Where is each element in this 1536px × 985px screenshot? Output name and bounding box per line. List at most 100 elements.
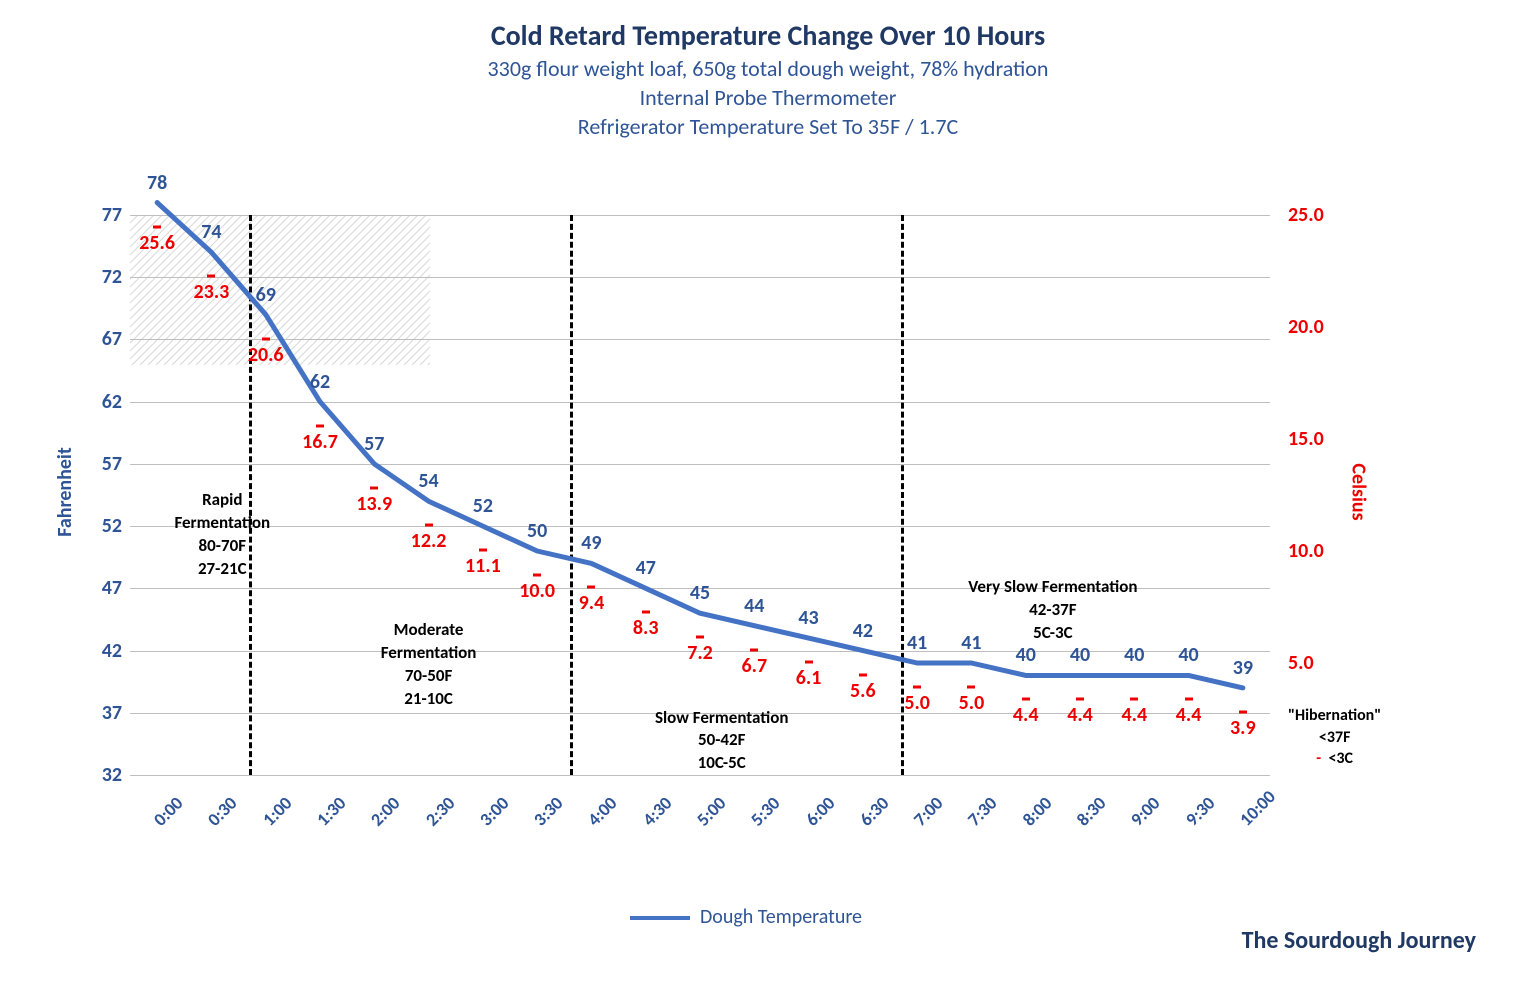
x-tick: 4:00 (583, 792, 621, 830)
celsius-label: 6.1 (796, 666, 822, 690)
celsius-marker (750, 648, 758, 651)
y-left-tick: 37 (72, 701, 122, 725)
celsius-marker (533, 574, 541, 577)
fahrenheit-label: 69 (256, 283, 276, 307)
celsius-label: 25.6 (139, 231, 175, 255)
celsius-marker (859, 673, 867, 676)
celsius-label: 4.4 (1121, 703, 1147, 727)
celsius-marker (913, 686, 921, 689)
celsius-label: 4.4 (1067, 703, 1093, 727)
title-block: Cold Retard Temperature Change Over 10 H… (0, 0, 1536, 140)
zone-annotation: Slow Fermentation50-42F10C-5C (655, 707, 789, 776)
celsius-label: 9.4 (579, 591, 605, 615)
x-tick: 8:30 (1072, 792, 1110, 830)
celsius-marker (1022, 698, 1030, 701)
line-series (130, 215, 1270, 775)
celsius-marker (1076, 698, 1084, 701)
chart-title: Cold Retard Temperature Change Over 10 H… (0, 18, 1536, 53)
celsius-marker (479, 549, 487, 552)
y-left-tick: 72 (72, 265, 122, 289)
x-tick: 3:00 (475, 792, 513, 830)
y-right-tick: 25.0 (1288, 203, 1348, 227)
x-tick: 3:30 (529, 792, 567, 830)
fahrenheit-label: 78 (147, 171, 167, 195)
x-tick: 9:00 (1126, 792, 1164, 830)
celsius-label: 5.0 (959, 691, 985, 715)
hibernation-annotation: "Hibernation"<37F- <3C (1288, 705, 1381, 770)
x-tick: 6:00 (801, 792, 839, 830)
fahrenheit-label: 52 (473, 494, 493, 518)
legend: Dough Temperature (630, 905, 862, 929)
chart-subtitle-2: Internal Probe Thermometer (0, 84, 1536, 111)
celsius-marker (370, 486, 378, 489)
x-tick: 7:00 (909, 792, 947, 830)
x-tick: 5:30 (746, 792, 784, 830)
fahrenheit-label: 62 (310, 370, 330, 394)
celsius-marker (1185, 698, 1193, 701)
celsius-marker (153, 225, 161, 228)
y-left-tick: 77 (72, 203, 122, 227)
y-right-tick: 15.0 (1288, 427, 1348, 451)
fahrenheit-label: 40 (1124, 643, 1144, 667)
celsius-label: 8.3 (633, 616, 659, 640)
y-left-tick: 47 (72, 576, 122, 600)
fahrenheit-label: 49 (581, 531, 601, 555)
y-left-tick: 42 (72, 639, 122, 663)
celsius-label: 23.3 (194, 280, 230, 304)
celsius-label: 3.9 (1230, 716, 1256, 740)
x-tick: 10:00 (1235, 786, 1280, 831)
fahrenheit-label: 44 (744, 594, 764, 618)
celsius-marker (1239, 710, 1247, 713)
celsius-marker (316, 424, 324, 427)
x-tick: 2:30 (421, 792, 459, 830)
celsius-marker (696, 636, 704, 639)
plot-area (130, 215, 1270, 775)
chart-subtitle-1: 330g flour weight loaf, 650g total dough… (0, 55, 1536, 82)
celsius-label: 20.6 (248, 343, 284, 367)
celsius-label: 6.7 (741, 654, 767, 678)
celsius-marker (805, 661, 813, 664)
y-right-tick: 10.0 (1288, 539, 1348, 563)
celsius-marker (967, 686, 975, 689)
footer-attribution: The Sourdough Journey (1242, 926, 1476, 955)
legend-label: Dough Temperature (700, 905, 862, 929)
y-axis-right-label: Celsius (1347, 463, 1371, 520)
celsius-marker (587, 586, 595, 589)
y-left-tick: 67 (72, 327, 122, 351)
zone-annotation: ModerateFermentation70-50F21-10C (381, 619, 477, 711)
x-tick: 4:30 (638, 792, 676, 830)
y-left-tick: 62 (72, 390, 122, 414)
fahrenheit-label: 47 (636, 556, 656, 580)
zone-annotation: RapidFermentation80-70F27-21C (174, 489, 270, 581)
celsius-label: 5.6 (850, 679, 876, 703)
fahrenheit-label: 42 (853, 619, 873, 643)
fahrenheit-label: 54 (418, 469, 438, 493)
fahrenheit-label: 45 (690, 581, 710, 605)
celsius-label: 12.2 (411, 529, 447, 553)
celsius-marker (262, 337, 270, 340)
legend-line-icon (630, 916, 690, 920)
chart-container: Cold Retard Temperature Change Over 10 H… (0, 0, 1536, 985)
fahrenheit-label: 40 (1016, 643, 1036, 667)
x-tick: 0:00 (149, 792, 187, 830)
celsius-label: 4.4 (1013, 703, 1039, 727)
celsius-marker (642, 611, 650, 614)
fahrenheit-label: 74 (201, 220, 221, 244)
x-tick: 7:30 (963, 792, 1001, 830)
y-right-tick: 20.0 (1288, 315, 1348, 339)
celsius-label: 13.9 (356, 492, 392, 516)
celsius-marker (207, 275, 215, 278)
x-tick: 8:00 (1018, 792, 1056, 830)
x-tick: 6:30 (855, 792, 893, 830)
y-right-tick: 5.0 (1288, 651, 1348, 675)
fahrenheit-label: 57 (364, 432, 384, 456)
celsius-label: 16.7 (302, 430, 338, 454)
x-tick: 1:00 (258, 792, 296, 830)
fahrenheit-label: 41 (907, 631, 927, 655)
x-tick: 9:30 (1181, 792, 1219, 830)
fahrenheit-label: 40 (1178, 643, 1198, 667)
celsius-label: 10.0 (519, 579, 555, 603)
celsius-label: 5.0 (904, 691, 930, 715)
zone-annotation: Very Slow Fermentation42-37F5C-3C (968, 576, 1137, 645)
fahrenheit-label: 43 (798, 606, 818, 630)
